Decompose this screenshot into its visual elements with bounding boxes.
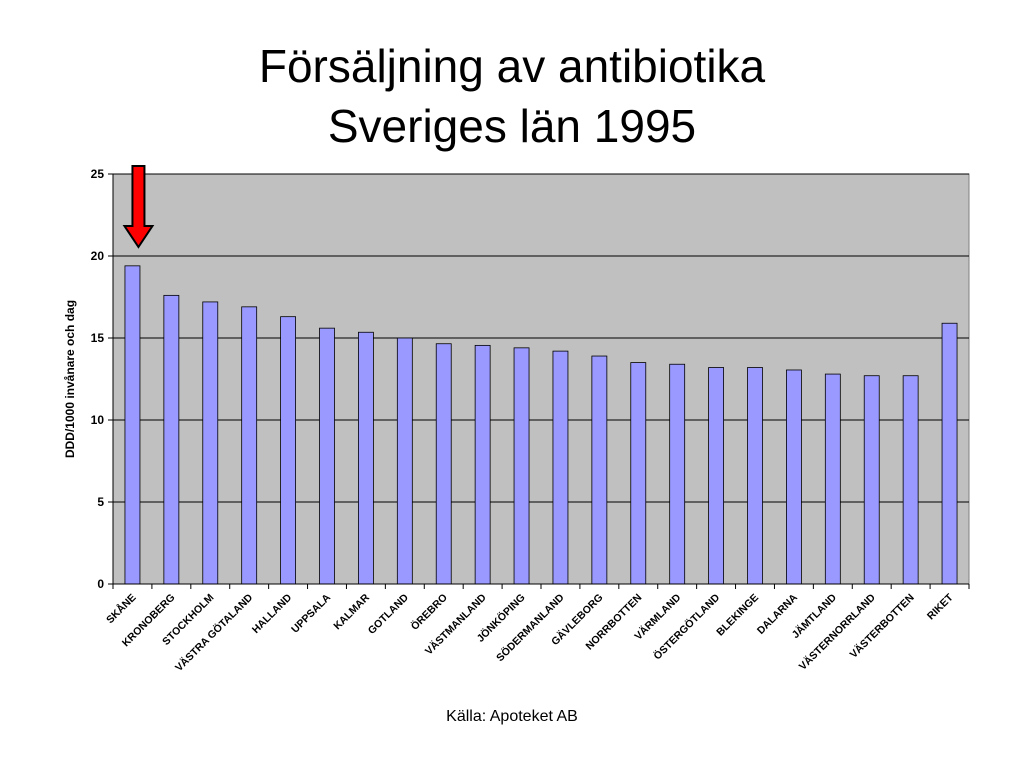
bar <box>630 362 647 585</box>
bar <box>435 343 452 585</box>
x-tick-label: VÄSTRA GÖTALAND <box>172 591 255 674</box>
x-tick-label: ÖSTERGÖTLAND <box>651 591 723 663</box>
bar <box>824 373 841 585</box>
bar <box>747 367 763 585</box>
y-tick-label: 15 <box>91 331 105 345</box>
y-tick-label: 5 <box>97 495 104 509</box>
x-tick-label: ÖREBRO <box>408 591 450 633</box>
red-arrow-icon <box>122 165 155 249</box>
x-tick-label: GOTLAND <box>366 591 411 636</box>
bar <box>591 355 608 585</box>
bar <box>513 347 530 585</box>
x-tick-label: SKÅNE <box>103 591 138 626</box>
x-tick-label: KALMAR <box>331 591 372 632</box>
bar <box>163 294 180 585</box>
x-tick-label: VÄSTERBOTTEN <box>847 591 917 661</box>
bar-series <box>124 265 958 585</box>
y-axis-label: DDD/1000 invånare och dag <box>63 300 77 458</box>
bar <box>241 306 258 585</box>
bar <box>902 375 919 585</box>
bar <box>474 344 491 585</box>
x-tick-label: UPPSALA <box>289 591 333 635</box>
y-tick-label: 0 <box>97 577 104 591</box>
bar <box>941 322 958 585</box>
bar <box>396 337 413 585</box>
bar <box>280 316 296 585</box>
bar <box>202 301 219 585</box>
x-tick-label: HALLAND <box>250 591 295 636</box>
y-tick-label: 10 <box>91 413 105 427</box>
bar <box>708 367 724 585</box>
x-tick-label: BLEKINGE <box>714 592 761 639</box>
slide-title-line-2: Sveriges län 1995 <box>327 100 697 152</box>
bar <box>124 265 141 585</box>
axes <box>108 173 970 589</box>
x-tick-label: SÖDERMANLAND <box>493 591 566 664</box>
arrow-shape <box>122 165 155 249</box>
bar <box>786 369 802 585</box>
y-tick-label: 25 <box>91 167 105 181</box>
x-tick-label: VÄSTERNORRLAND <box>796 591 878 673</box>
bar <box>669 363 686 585</box>
source-note: Källa: Apoteket AB <box>446 708 578 725</box>
bar <box>552 350 569 585</box>
y-tick-labels: 0 5 10 15 20 25 <box>91 167 105 591</box>
y-tick-label: 20 <box>91 249 105 263</box>
bar <box>319 327 335 585</box>
bar <box>863 375 880 585</box>
bar <box>358 331 374 585</box>
slide-title-line-1: Försäljning av antibiotika <box>258 40 766 92</box>
x-tick-label: RIKET <box>925 591 956 622</box>
